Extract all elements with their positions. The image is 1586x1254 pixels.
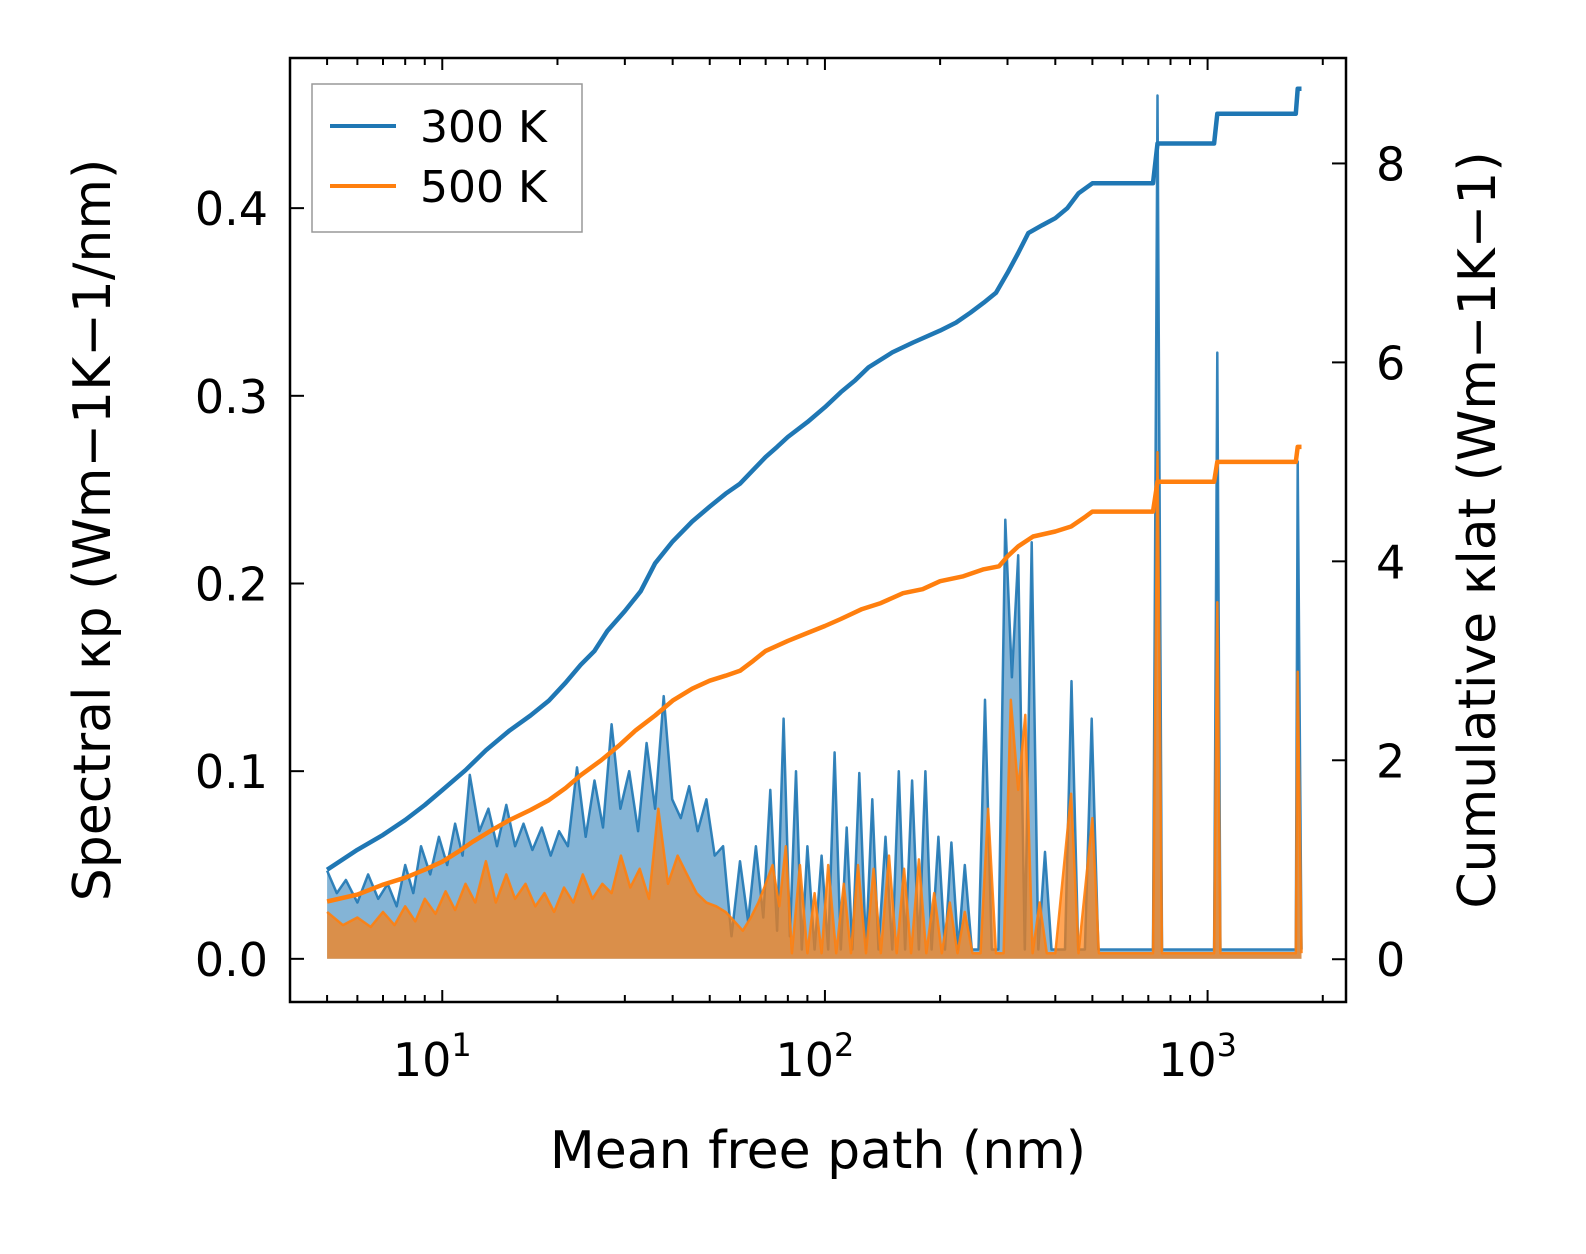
x-tick-label: 101 — [393, 1026, 472, 1087]
x-axis-label: Mean free path (nm) — [550, 1121, 1086, 1181]
legend-frame — [311, 83, 583, 233]
plot-frame — [288, 56, 1348, 1004]
y-left-tick-label: 0.1 — [195, 745, 268, 799]
y-right-tick-label: 6 — [1376, 336, 1405, 390]
y-right-tick-label: 2 — [1376, 734, 1405, 788]
y-right-tick-label: 4 — [1376, 535, 1405, 589]
cumulative-line-300k — [325, 86, 1302, 872]
y-left-tick-label: 0.4 — [195, 182, 268, 236]
legend: 300 K 500 K — [311, 83, 583, 233]
y-left-axis-ticks: 0.0 0.1 0.2 0.3 0.4 — [195, 182, 304, 987]
legend-label-300k: 300 K — [420, 102, 548, 153]
spectral-area-300k — [327, 95, 1302, 959]
x-tick-label: 103 — [1158, 1026, 1237, 1087]
legend-label-500k: 500 K — [420, 162, 548, 213]
cumulative-line-500k — [326, 444, 1302, 904]
y-right-axis-label: Cumulative κlat (Wm−1K−1) — [1448, 151, 1508, 908]
plot-area — [325, 86, 1303, 959]
x-tick-label: 102 — [775, 1026, 854, 1087]
y-right-axis-ticks: 0 2 4 6 8 — [1332, 137, 1405, 987]
y-right-tick-label: 0 — [1376, 933, 1405, 987]
spectral-line-500k — [326, 450, 1303, 955]
y-left-tick-label: 0.3 — [195, 370, 268, 424]
spectral-area-500k — [327, 452, 1302, 959]
y-left-axis-label: Spectral κp (Wm−1K−1/nm) — [63, 159, 123, 902]
y-left-tick-label: 0.0 — [195, 933, 268, 987]
y-right-tick-label: 8 — [1376, 137, 1405, 191]
y-left-tick-label: 0.2 — [195, 557, 268, 611]
